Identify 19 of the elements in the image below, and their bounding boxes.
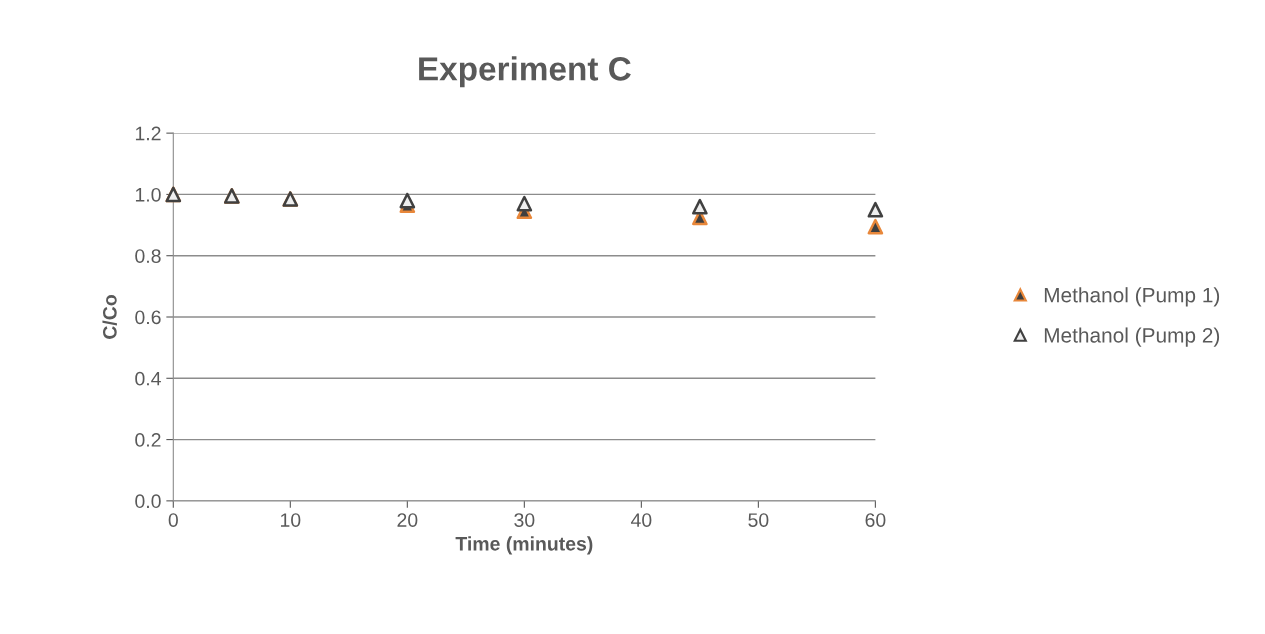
- x-tick-label: 20: [397, 513, 418, 527]
- x-tick-label: 30: [514, 513, 535, 527]
- x-tick-label: 0: [168, 513, 178, 527]
- x-tick-label: 50: [748, 513, 769, 527]
- y-tick-label: 1.2: [135, 126, 161, 141]
- legend-label: Methanol (Pump 2): [1044, 327, 1220, 347]
- legend-label: Methanol (Pump 1): [1044, 287, 1220, 307]
- chart-title: Experiment C: [419, 56, 631, 88]
- y-tick-label: 0.6: [135, 310, 161, 325]
- y-tick-label: 0.8: [135, 249, 161, 263]
- y-tick-label: 0.0: [135, 494, 161, 509]
- x-tick-label: 40: [630, 513, 652, 527]
- y-tick-label: 1.0: [135, 187, 161, 202]
- y-axis-title: C/Co: [102, 295, 117, 339]
- x-tick-label: 10: [280, 513, 301, 527]
- x-axis-title: Time (minutes): [455, 536, 593, 555]
- y-tick-label: 0.4: [135, 371, 161, 386]
- y-tick-label: 0.2: [135, 433, 161, 447]
- x-tick-label: 60: [865, 513, 886, 527]
